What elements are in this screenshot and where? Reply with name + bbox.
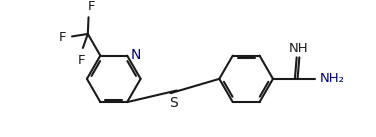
Text: S: S (169, 96, 177, 110)
Text: F: F (88, 0, 95, 13)
Text: F: F (77, 54, 85, 67)
Text: NH₂: NH₂ (320, 72, 344, 85)
Text: F: F (59, 31, 67, 44)
Text: N: N (131, 48, 141, 62)
Text: NH: NH (289, 42, 309, 55)
